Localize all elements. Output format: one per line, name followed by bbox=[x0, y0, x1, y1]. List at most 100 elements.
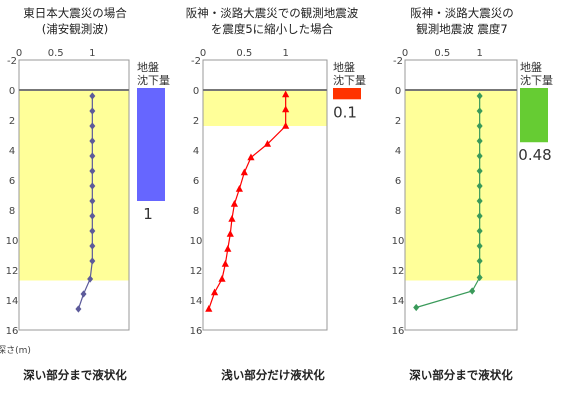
y-tick-label: 14 bbox=[392, 296, 405, 307]
data-point bbox=[89, 227, 96, 235]
plot-frame bbox=[404, 59, 518, 331]
data-point bbox=[476, 227, 483, 235]
data-point bbox=[224, 245, 232, 252]
data-point bbox=[235, 185, 243, 192]
data-point bbox=[282, 90, 290, 98]
data-point bbox=[476, 182, 483, 190]
y-tick-label: 4 bbox=[395, 146, 401, 157]
data-point bbox=[226, 230, 234, 237]
y-tick-label: 4 bbox=[193, 146, 199, 157]
chart-caption: 浅い部分だけ液状化 bbox=[221, 368, 325, 382]
y-tick-label: 14 bbox=[190, 296, 203, 307]
chart-caption: 深い部分まで液状化 bbox=[409, 368, 513, 382]
x-tick-label: 1 bbox=[282, 48, 288, 59]
data-point bbox=[221, 260, 229, 267]
y-tick-label: 0 bbox=[9, 86, 15, 97]
data-point bbox=[230, 200, 239, 207]
plot-frame bbox=[18, 59, 130, 331]
data-point bbox=[87, 275, 94, 283]
y-tick-label: -2 bbox=[191, 56, 201, 67]
settlement-bar bbox=[137, 88, 165, 201]
data-point bbox=[247, 153, 255, 161]
y-tick-label: 10 bbox=[392, 236, 405, 247]
settlement-label: 沈下量 bbox=[520, 73, 553, 87]
x-tick-label: 1 bbox=[89, 48, 95, 59]
y-tick-label: 6 bbox=[395, 176, 401, 187]
y-tick-label: 6 bbox=[9, 176, 15, 187]
chart-caption: 深い部分まで液状化 bbox=[23, 368, 127, 382]
x-tick-label: 0.5 bbox=[236, 48, 252, 59]
liquefied-zone bbox=[405, 90, 517, 281]
y-tick-label: 2 bbox=[193, 116, 199, 127]
data-point bbox=[476, 107, 483, 115]
settlement-bar bbox=[333, 88, 361, 100]
x-tick-label: 1 bbox=[476, 48, 482, 59]
data-point bbox=[89, 257, 96, 265]
data-point bbox=[476, 242, 483, 250]
chart-title: (浦安観測波) bbox=[42, 22, 108, 36]
settlement-label: 沈下量 bbox=[333, 73, 366, 87]
y-tick-label: 12 bbox=[190, 266, 203, 277]
data-point bbox=[205, 305, 213, 312]
chart-panel-1: 東日本大震災の場合(浦安観測波)0 0.5 1-20246810121416深さ(m… bbox=[0, 6, 170, 382]
data-point bbox=[89, 92, 96, 100]
y-tick-label: 10 bbox=[6, 236, 19, 247]
y-tick-label: 0 bbox=[395, 86, 401, 97]
data-point bbox=[476, 257, 483, 265]
y-axis-label: 深さ(m) bbox=[0, 345, 31, 356]
data-point bbox=[75, 305, 82, 313]
y-tick-label: 8 bbox=[9, 206, 15, 217]
y-tick-label: 12 bbox=[392, 266, 405, 277]
y-tick-label: 16 bbox=[392, 326, 405, 337]
settlement-value: 0.48 bbox=[518, 146, 551, 164]
y-tick-label: 2 bbox=[395, 116, 401, 127]
data-point bbox=[228, 215, 236, 222]
data-point bbox=[476, 152, 483, 160]
chart-title: を震度5に縮小した場合 bbox=[211, 22, 334, 36]
data-point bbox=[210, 288, 219, 296]
chart-title: 東日本大震災の場合 bbox=[23, 6, 127, 20]
settlement-label: 地盤 bbox=[333, 61, 355, 74]
data-point bbox=[89, 182, 96, 190]
y-tick-label: 8 bbox=[193, 206, 199, 217]
data-point bbox=[469, 287, 476, 295]
data-point bbox=[282, 105, 290, 113]
data-point bbox=[476, 212, 483, 220]
data-point bbox=[80, 290, 87, 298]
y-tick-label: 6 bbox=[193, 176, 199, 187]
liquefied-zone bbox=[19, 90, 129, 281]
settlement-bar bbox=[520, 88, 548, 143]
settlement-label: 沈下量 bbox=[137, 73, 170, 87]
data-point bbox=[476, 273, 483, 282]
data-point bbox=[476, 197, 483, 205]
y-tick-label: -2 bbox=[393, 56, 403, 67]
y-tick-label: 2 bbox=[9, 116, 15, 127]
data-point bbox=[218, 275, 226, 282]
data-point bbox=[282, 122, 290, 129]
chart-title: 阪神・淡路大震災の bbox=[410, 6, 514, 20]
x-tick-label: 0 bbox=[402, 48, 408, 59]
data-point bbox=[476, 122, 483, 130]
x-tick-label: 0 bbox=[200, 48, 206, 59]
y-tick-label: -2 bbox=[7, 56, 17, 67]
data-point bbox=[89, 197, 96, 205]
y-tick-label: 8 bbox=[395, 206, 401, 217]
y-tick-label: 0 bbox=[193, 86, 199, 97]
data-point bbox=[240, 168, 248, 176]
data-point bbox=[263, 140, 272, 147]
y-tick-label: 12 bbox=[6, 266, 19, 277]
data-point bbox=[89, 122, 96, 130]
data-point bbox=[89, 167, 96, 175]
x-tick-label: 0 bbox=[16, 48, 22, 59]
series-line bbox=[208, 94, 287, 310]
settlement-value: 0.1 bbox=[333, 103, 357, 121]
liquefied-zone bbox=[203, 90, 327, 126]
settlement-label: 地盤 bbox=[520, 61, 542, 74]
y-tick-label: 16 bbox=[6, 326, 19, 337]
data-point bbox=[89, 137, 96, 145]
data-point bbox=[89, 242, 96, 250]
data-point bbox=[476, 167, 483, 175]
